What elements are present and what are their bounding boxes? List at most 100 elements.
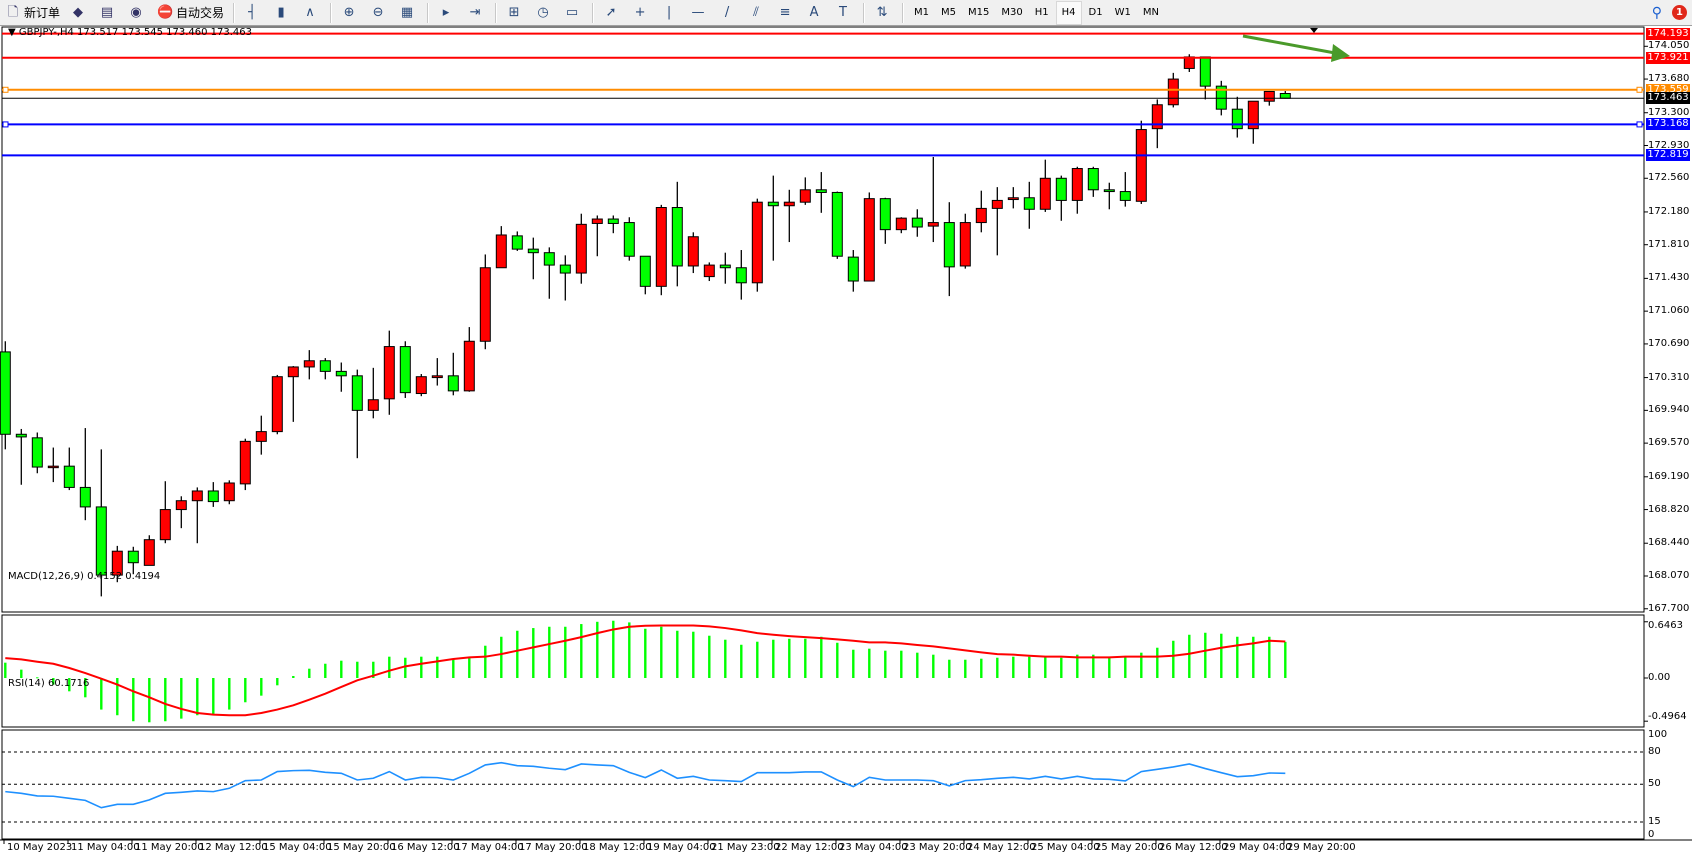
time-label: 22 May 12:00 [775,842,844,853]
line-chart-button[interactable]: ∧ [298,2,325,24]
time-label: 15 May 20:00 [327,842,396,853]
equidistant-channel-button[interactable]: ⫽ [744,2,771,24]
periods-button[interactable]: ◷ [531,2,558,24]
macd-bar [452,659,455,678]
search-icon[interactable]: ⚲ [1651,4,1662,21]
candle [687,232,699,274]
toolbar: 🗋 新订单 ◆ ▤ ◉ ⛔ 自动交易 ┤ ▮ ∧ ⊕ ⊖ ▦ ▸ ⇥ ⊞ ◷ ▭ ➚ + | — / ⫽ ≡ A T ⇅ M1 M5 M15… [0,0,1692,26]
time-label: 10 May 2023 [7,842,73,853]
candlestick-button[interactable]: ▮ [269,2,296,24]
macd-bar [916,652,919,678]
chart-menu-triangle-icon[interactable]: ▼ [8,27,16,38]
timeframe-m30[interactable]: M30 [1001,7,1023,18]
zoom-in-button[interactable]: ⊕ [337,2,364,24]
timeframe-h1[interactable]: H1 [1034,7,1049,18]
toolbar-button-signals[interactable]: ◉ [124,2,151,24]
bar-chart-button[interactable]: ┤ [240,2,267,24]
text-label-button[interactable]: T [831,2,858,24]
candle [1135,120,1147,204]
macd-bar [852,649,855,678]
timeframe-w1[interactable]: W1 [1114,7,1131,18]
time-label: 29 May 20:00 [1287,842,1356,853]
candle [79,428,91,521]
toolbar-separator [902,2,905,23]
timeframe-m1[interactable]: M1 [914,7,930,18]
fibonacci-button[interactable]: ≡ [773,2,800,24]
tile-windows-button[interactable]: ▦ [395,2,422,24]
macd-bar [708,635,711,678]
macd-bar [660,626,663,678]
candle-body [799,189,811,203]
candle [175,496,187,529]
macd-bar [404,657,407,678]
toolbar-button-auto-trading[interactable]: ⛔ 自动交易 [153,2,228,24]
cursor-icon: ➚ [605,4,617,20]
macd-bar [756,641,759,678]
candle-body [1071,168,1083,201]
indicators-button[interactable]: ⊞ [502,2,529,24]
candle-body [975,207,987,224]
periods-icon: ◷ [537,4,549,20]
macd-bar [1028,656,1031,678]
time-label: 21 May 23:00 [711,842,780,853]
zoom-out-button[interactable]: ⊖ [366,2,393,24]
candle-body [943,222,955,268]
candle-body [703,264,715,278]
candle [511,231,523,251]
cursor-button[interactable]: ➚ [599,2,626,24]
trendline-icon: / [724,4,730,20]
candle [879,197,891,244]
candle-body [63,465,75,488]
timeframe-m15[interactable]: M15 [968,7,990,18]
rsi-tick-label: 50 [1648,778,1661,790]
trendline-button[interactable]: / [715,2,742,24]
macd-bar [1204,632,1207,678]
price-tick-label: 172.180 [1648,205,1690,217]
candle [703,262,715,282]
timeframe-h4[interactable]: H4 [1055,0,1082,25]
macd-bar [1076,654,1079,678]
notifications-button[interactable]: 1 [1668,2,1691,24]
chart-shift-marker-icon [1310,28,1318,33]
candle [1039,159,1051,212]
candle-body [1119,191,1131,201]
candle [351,369,363,459]
chart-canvas[interactable] [0,26,1692,862]
candle-body [511,235,523,250]
chart-window[interactable]: ▼ GBPJPY-,H4 173.517 173.545 173.460 173… [0,26,1692,862]
candle [639,255,651,295]
timeframe-mn[interactable]: MN [1142,7,1159,18]
candle-body [671,207,683,267]
macd-bar [1268,636,1271,678]
candlestick-icon: ▮ [277,4,285,20]
auto-scroll-button[interactable]: ▸ [434,2,461,24]
candle [47,447,59,483]
candle-body [719,264,731,269]
chart-shift-button[interactable]: ⇥ [463,2,490,24]
candle [927,157,939,243]
candle [335,362,347,392]
templates-button[interactable]: ▭ [560,2,587,24]
crosshair-button[interactable]: + [628,2,655,24]
candle [271,374,283,435]
toolbar-button-terminal[interactable]: ▤ [95,2,122,24]
timeframe-d1[interactable]: D1 [1088,7,1103,18]
price-level-tag: 173.921 [1646,51,1690,64]
vertical-line-button[interactable]: | [657,2,684,24]
candle [319,358,331,380]
price-tick-label: 168.440 [1648,537,1690,549]
candle [415,374,427,397]
timeframe-m5[interactable]: M5 [941,7,957,18]
text-button[interactable]: A [802,2,829,24]
candle-body [463,340,475,392]
bar-chart-icon: ┤ [248,4,256,20]
macd-panel-frame [1,614,1645,728]
arrows-button[interactable]: ⇅ [870,2,897,24]
candle-body [687,236,699,267]
candle-body [319,360,331,372]
macd-bar [148,678,151,723]
toolbar-button-market-watch[interactable]: ◆ [66,2,93,24]
candle-body [911,217,923,228]
toolbar-button-new-order[interactable]: 🗋 新订单 [1,2,64,24]
horizontal-line-button[interactable]: — [686,2,713,24]
